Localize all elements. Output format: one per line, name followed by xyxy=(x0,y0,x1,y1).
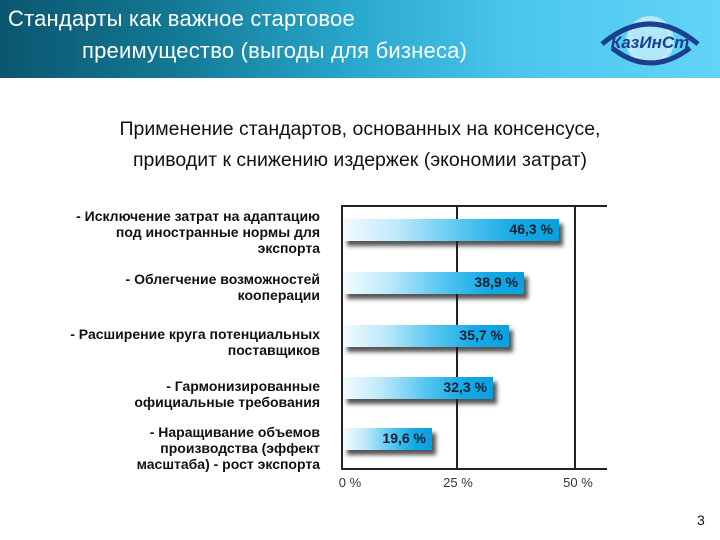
x-tick-50: 50 % xyxy=(563,475,593,490)
slide-title-line-1: Стандарты как важное стартовое xyxy=(8,6,355,31)
chart-title-line-2: приводит к снижению издержек (экономии з… xyxy=(133,149,587,171)
kazinst-logo-icon: КазИнСт xyxy=(600,16,700,66)
x-axis-line xyxy=(341,468,607,470)
y-axis-line xyxy=(341,205,343,470)
chart-title-line-1: Применение стандартов, основанных на кон… xyxy=(119,118,601,140)
bar-value-label: 46,3 % xyxy=(509,221,553,237)
title-banner: Стандарты как важное стартовое преимущес… xyxy=(0,0,720,78)
chart-frame-top xyxy=(341,205,607,207)
slide-title-line-2: преимущество (выгоды для бизнеса) xyxy=(82,38,468,63)
category-label-3: - Расширение круга потенциальных поставщ… xyxy=(70,326,320,358)
bar-2: 38,9 % xyxy=(343,272,524,294)
x-tick-0: 0 % xyxy=(338,475,362,490)
bar-value-label: 19,6 % xyxy=(382,430,426,446)
bar-value-label: 32,3 % xyxy=(443,379,487,395)
bar-value-label: 35,7 % xyxy=(459,327,503,343)
category-label-4: - Гармонизированные официальные требован… xyxy=(134,378,320,410)
category-label-2: - Облегчение возможностей кооперации xyxy=(125,271,320,303)
category-label-5: - Наращивание объемов производства (эффе… xyxy=(136,424,320,472)
bar-value-label: 38,9 % xyxy=(474,274,518,290)
bar-5: 19,6 % xyxy=(343,428,432,450)
page-number: 3 xyxy=(697,512,705,528)
bar-4: 32,3 % xyxy=(343,377,493,399)
svg-text:КазИнСт: КазИнСт xyxy=(611,33,689,52)
x-tick-25: 25 % xyxy=(443,475,473,490)
gridline-50 xyxy=(574,205,576,470)
bar-3: 35,7 % xyxy=(343,325,509,347)
category-label-1: - Исключение затрат на адаптацию под ино… xyxy=(76,208,320,256)
bar-1: 46,3 % xyxy=(343,219,559,241)
